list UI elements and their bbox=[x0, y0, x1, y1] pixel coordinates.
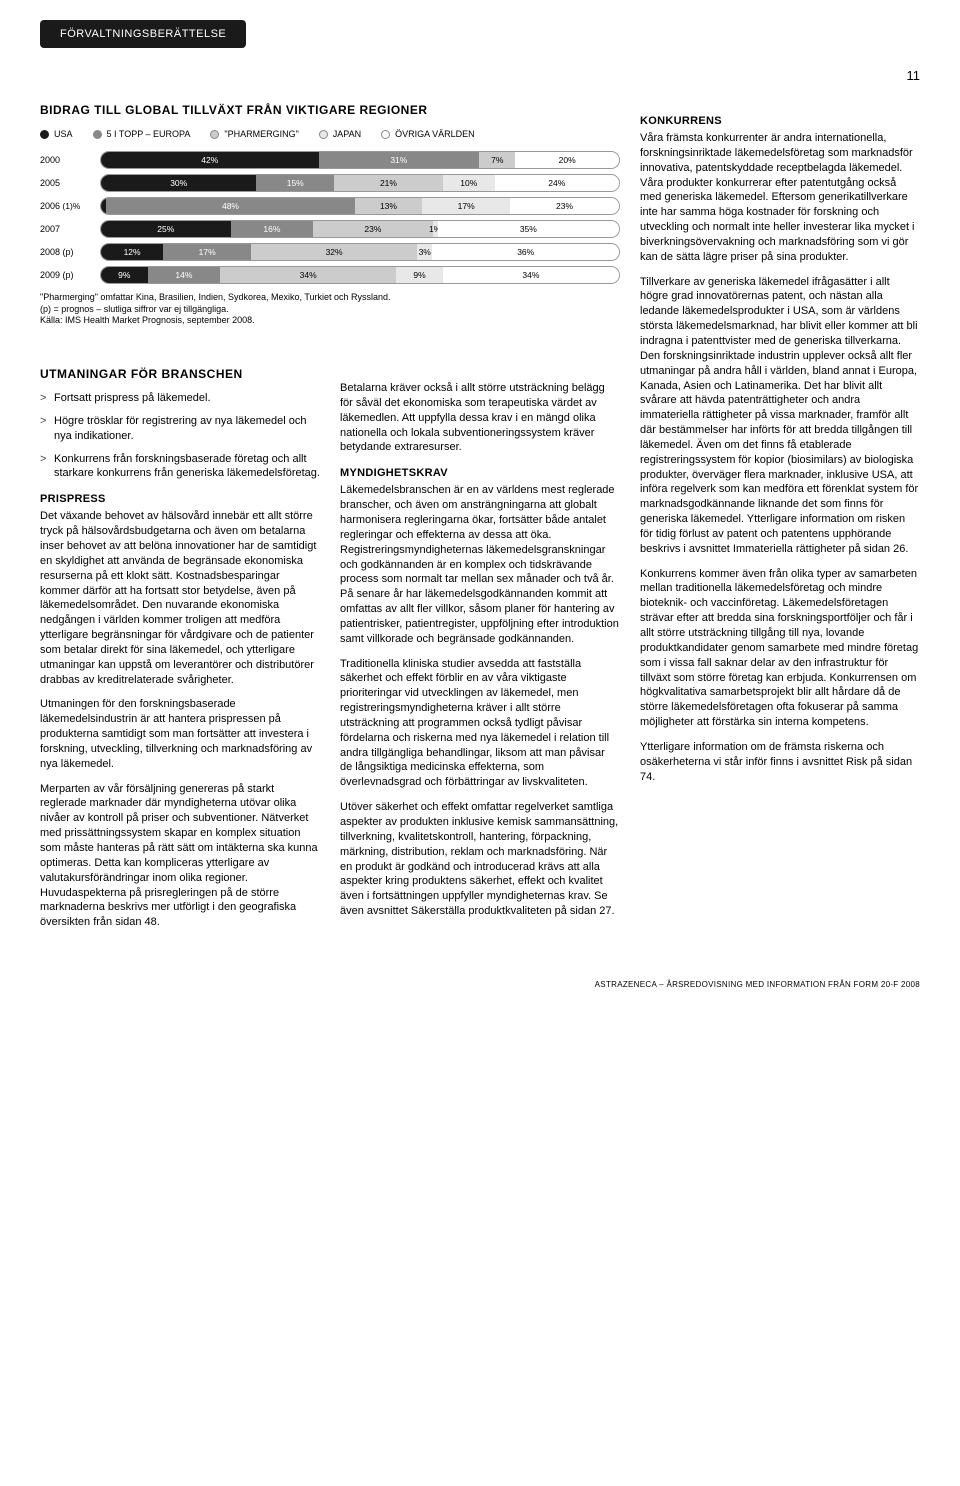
bar-year-label: 2000 bbox=[40, 155, 100, 165]
bar-segment: 42% bbox=[101, 152, 319, 168]
col3-p1: Våra främsta konkurrenter är andra inter… bbox=[640, 131, 920, 265]
bar-row: 2009 (p)9%14%34%9%34% bbox=[40, 266, 620, 284]
legend-label: 5 I TOPP – EUROPA bbox=[107, 129, 191, 139]
section-header-pill: FÖRVALTNINGSBERÄTTELSE bbox=[40, 20, 246, 48]
column-3: KONKURRENS Våra främsta konkurrenter är … bbox=[640, 103, 920, 940]
col2-p4: Utöver säkerhet och effekt omfattar rege… bbox=[340, 800, 620, 919]
heading-myndighetskrav: MYNDIGHETSKRAV bbox=[340, 467, 620, 479]
heading-prispress: PRISPRESS bbox=[40, 493, 320, 505]
bar-segment: 24% bbox=[495, 175, 619, 191]
bar-segment: 15% bbox=[256, 175, 334, 191]
legend-dot-icon bbox=[319, 130, 328, 139]
bar-segment: 3% bbox=[417, 244, 433, 260]
col3-p4: Ytterligare information om de främsta ri… bbox=[640, 740, 920, 785]
legend-dot-icon bbox=[93, 130, 102, 139]
col2-p1: Betalarna kräver också i allt större uts… bbox=[340, 381, 620, 455]
challenges-list: Fortsatt prispress på läkemedel. Högre tr… bbox=[40, 391, 320, 481]
challenge-bullet: Fortsatt prispress på läkemedel. bbox=[40, 391, 320, 406]
chart-footnote: "Pharmerging" omfattar Kina, Brasilien, … bbox=[40, 292, 620, 327]
legend-label: USA bbox=[54, 129, 73, 139]
bar-segment: 20% bbox=[515, 152, 619, 168]
bar-segment: 23% bbox=[510, 198, 619, 214]
bar-track: 42%31%7%20% bbox=[100, 151, 620, 169]
bar-row: 200530%15%21%10%24% bbox=[40, 174, 620, 192]
bar-segment: 25% bbox=[101, 221, 231, 237]
legend-item: JAPAN bbox=[319, 129, 361, 139]
bar-track: 25%16%23%1%35% bbox=[100, 220, 620, 238]
page-number: 11 bbox=[40, 68, 920, 83]
legend-dot-icon bbox=[381, 130, 390, 139]
bar-year-label: 2006 (1)% bbox=[40, 201, 100, 211]
bar-segment: 9% bbox=[396, 267, 443, 283]
bar-year-label: 2008 (p) bbox=[40, 247, 100, 257]
bar-segment: 35% bbox=[438, 221, 619, 237]
bar-segment: 10% bbox=[443, 175, 495, 191]
col1-p2: Utmaningen för den forskningsbaserade lä… bbox=[40, 697, 320, 771]
bar-segment: 23% bbox=[313, 221, 432, 237]
bar-segment: 13% bbox=[355, 198, 422, 214]
legend-label: JAPAN bbox=[333, 129, 361, 139]
col1-p3: Merparten av vår försäljning genereras p… bbox=[40, 782, 320, 930]
legend-dot-icon bbox=[210, 130, 219, 139]
bar-row: 2006 (1)%48%13%17%23% bbox=[40, 197, 620, 215]
bar-track: 9%14%34%9%34% bbox=[100, 266, 620, 284]
bar-segment: 14% bbox=[148, 267, 221, 283]
bar-segment: 17% bbox=[422, 198, 510, 214]
col2-p2: Läkemedelsbranschen är en av världens me… bbox=[340, 483, 620, 646]
bar-segment: 30% bbox=[101, 175, 256, 191]
bar-segment: 9% bbox=[101, 267, 148, 283]
bar-segment: 17% bbox=[163, 244, 251, 260]
bar-row: 2008 (p)12%17%32%3%36% bbox=[40, 243, 620, 261]
challenge-bullet: Konkurrens från forskningsbaserade föret… bbox=[40, 452, 320, 482]
legend-item: 5 I TOPP – EUROPA bbox=[93, 129, 191, 139]
regional-growth-chart: BIDRAG TILL GLOBAL TILLVÄXT FRÅN VIKTIGA… bbox=[40, 103, 620, 327]
bar-segment: 36% bbox=[432, 244, 618, 260]
bar-segment: 34% bbox=[443, 267, 619, 283]
legend-item: ÖVRIGA VÄRLDEN bbox=[381, 129, 475, 139]
bar-year-label: 2007 bbox=[40, 224, 100, 234]
bar-track: 48%13%17%23% bbox=[100, 197, 620, 215]
bar-row: 200042%31%7%20% bbox=[40, 151, 620, 169]
chart-bars: 200042%31%7%20%200530%15%21%10%24%2006 (… bbox=[40, 151, 620, 284]
bar-track: 30%15%21%10%24% bbox=[100, 174, 620, 192]
heading-konkurrens: KONKURRENS bbox=[640, 115, 920, 127]
col3-p2: Tillverkare av generiska läkemedel ifråg… bbox=[640, 275, 920, 557]
legend-item: USA bbox=[40, 129, 73, 139]
legend-label: ÖVRIGA VÄRLDEN bbox=[395, 129, 475, 139]
chart-note-3: Källa: IMS Health Market Prognosis, sept… bbox=[40, 315, 620, 327]
bar-track: 12%17%32%3%36% bbox=[100, 243, 620, 261]
col1-p1: Det växande behovet av hälsovård innebär… bbox=[40, 509, 320, 687]
column-1: UTMANINGAR FÖR BRANSCHEN Fortsatt prispr… bbox=[40, 347, 320, 940]
bar-row: 200725%16%23%1%35% bbox=[40, 220, 620, 238]
column-2: Betalarna kräver också i allt större uts… bbox=[340, 347, 620, 940]
heading-utmaningar: UTMANINGAR FÖR BRANSCHEN bbox=[40, 367, 320, 381]
legend-item: "PHARMERGING" bbox=[210, 129, 298, 139]
bar-segment: 34% bbox=[220, 267, 396, 283]
bar-segment: 12% bbox=[101, 244, 163, 260]
challenge-bullet: Högre trösklar för registrering av nya l… bbox=[40, 414, 320, 444]
bar-year-label: 2009 (p) bbox=[40, 270, 100, 280]
bar-segment: 16% bbox=[231, 221, 314, 237]
bar-segment: 7% bbox=[479, 152, 515, 168]
chart-legend: USA 5 I TOPP – EUROPA "PHARMERGING" JAPAN ÖV… bbox=[40, 129, 620, 139]
chart-note-1: "Pharmerging" omfattar Kina, Brasilien, … bbox=[40, 292, 620, 304]
col2-p3: Traditionella kliniska studier avsedda a… bbox=[340, 657, 620, 791]
legend-dot-icon bbox=[40, 130, 49, 139]
legend-label: "PHARMERGING" bbox=[224, 129, 298, 139]
chart-title: BIDRAG TILL GLOBAL TILLVÄXT FRÅN VIKTIGA… bbox=[40, 103, 620, 117]
bar-segment: 21% bbox=[334, 175, 443, 191]
bar-segment: 48% bbox=[106, 198, 355, 214]
bar-year-label: 2005 bbox=[40, 178, 100, 188]
bar-segment: 32% bbox=[251, 244, 417, 260]
bar-segment: 31% bbox=[319, 152, 480, 168]
chart-note-2: (p) = prognos – slutliga siffror var ej … bbox=[40, 304, 620, 316]
page-footer: ASTRAZENECA – ÅRSREDOVISNING MED INFORMA… bbox=[40, 980, 920, 989]
col3-p3: Konkurrens kommer även från olika typer … bbox=[640, 567, 920, 730]
